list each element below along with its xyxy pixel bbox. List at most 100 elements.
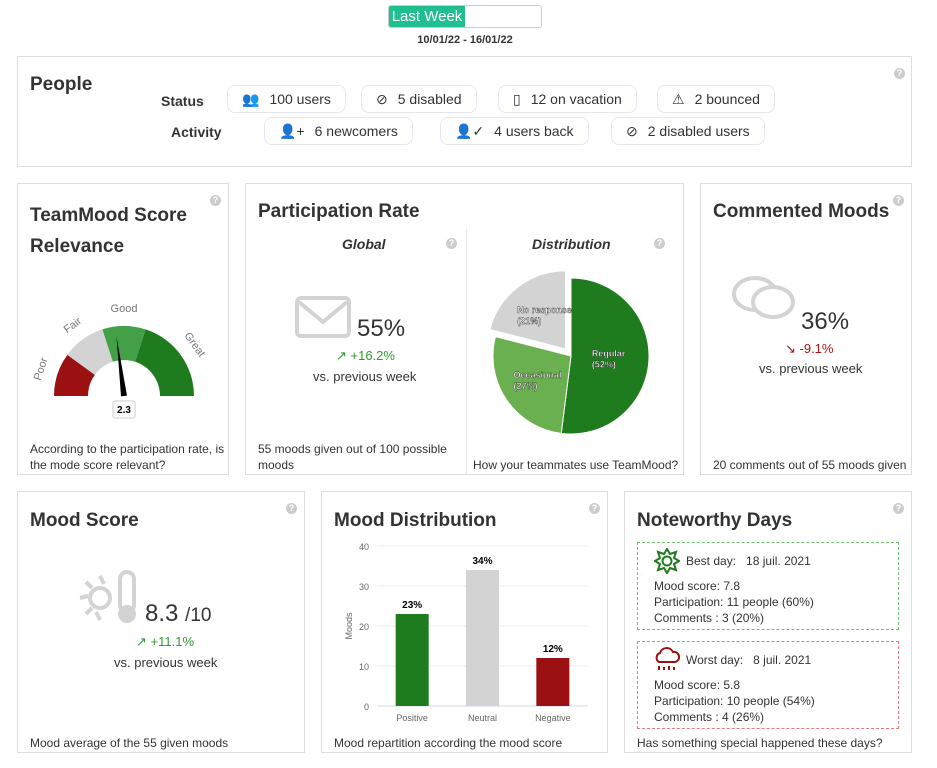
distribution-pie: Regular (52%) Occasional (27%) No response (2… xyxy=(489,270,650,435)
best-day-score: Mood score: 7.8 xyxy=(654,579,741,593)
best-day-details: Mood score: 7.8 Participation: 11 people… xyxy=(654,578,814,626)
best-day-heading: Best day: 18 juil. 2021 xyxy=(686,553,811,569)
y-tick-label: 0 xyxy=(364,702,369,712)
y-tick-label: 10 xyxy=(359,662,369,672)
gauge-band-great xyxy=(135,329,194,396)
y-tick-label: 20 xyxy=(359,622,369,632)
x-tick-label: Negative xyxy=(535,713,571,723)
best-day-comments: Comments : 3 (20%) xyxy=(654,611,765,625)
worst-day-participation: Participation: 10 people (54%) xyxy=(654,694,815,708)
period-toggle[interactable]: Last Week xyxy=(388,5,542,28)
chat-bubbles-icon xyxy=(732,276,795,319)
envelope-icon xyxy=(295,296,351,338)
users-icon: 👥 xyxy=(242,90,260,107)
rain-cloud-icon xyxy=(655,647,680,670)
commented-card: Commented Moods ? 36% ↘ -9.1% vs. previo… xyxy=(700,183,912,475)
bar-negative xyxy=(536,658,570,706)
commented-title: Commented Moods xyxy=(713,201,890,222)
pill-text: 4 users back xyxy=(494,123,574,139)
help-icon[interactable]: ? xyxy=(210,195,221,206)
mood-score-footer: Mood average of the 55 given moods xyxy=(30,736,229,750)
help-icon[interactable]: ? xyxy=(589,503,600,514)
user-disabled-icon: ⊘ xyxy=(376,90,388,107)
status-disabled[interactable]: ⊘ 5 disabled xyxy=(361,85,477,113)
mood-distribution-card: Mood Distribution ? 0 10 20 30 40 Moods 23% Pos… xyxy=(321,491,608,753)
activity-newcomers[interactable]: 👤+ 6 newcomers xyxy=(264,117,413,145)
bar-data-label: 12% xyxy=(543,644,563,655)
pill-text: 2 bounced xyxy=(694,91,760,107)
x-tick-label: Positive xyxy=(396,713,428,723)
pie-label: No response (21%) xyxy=(517,305,572,326)
mood-score-value: 8.3 /10 xyxy=(145,600,211,628)
gauge-band-poor xyxy=(54,354,95,396)
relevance-title: TeamMood Score Relevance xyxy=(30,205,187,257)
bar-neutral xyxy=(466,570,499,706)
participation-card: Participation Rate Global ? 55% ↗ +16.2%… xyxy=(245,183,684,475)
mood-score-title: Mood Score xyxy=(30,510,139,531)
global-footer: 55 moods given out of 100 possible moods xyxy=(258,442,447,472)
mood-score-vs: vs. previous week xyxy=(114,655,218,670)
sun-icon xyxy=(654,548,680,574)
noteworthy-title: Noteworthy Days xyxy=(637,510,793,531)
gauge-needle xyxy=(116,336,127,397)
help-icon[interactable]: ? xyxy=(286,503,297,514)
worst-day-details: Mood score: 5.8 Participation: 10 people… xyxy=(654,677,815,725)
help-icon[interactable]: ? xyxy=(654,238,665,249)
period-last-week[interactable]: Last Week xyxy=(389,6,465,27)
pill-text: 6 newcomers xyxy=(314,123,398,139)
mood-bar-chart: 0 10 20 30 40 Moods 23% Positive 34% Neutral 12% Ne… xyxy=(344,542,588,723)
gauge-label: Great xyxy=(181,330,207,359)
commented-delta: ↘ -9.1% xyxy=(785,341,833,357)
pie-label: Occasional (27%) xyxy=(514,370,562,391)
participation-value: 55% xyxy=(357,315,406,342)
weather-thermometer-icon xyxy=(79,570,136,623)
help-icon[interactable]: ? xyxy=(893,195,904,206)
score-value: 8.3 xyxy=(145,600,179,627)
commented-footer: 20 comments out of 55 moods given xyxy=(713,458,907,472)
divider xyxy=(466,229,467,474)
worst-day-date: 8 juil. 2021 xyxy=(753,653,812,667)
help-icon[interactable]: ? xyxy=(446,238,457,249)
mood-distribution-title: Mood Distribution xyxy=(334,510,497,531)
worst-day-comments: Comments : 4 (26%) xyxy=(654,710,765,724)
mood-distribution-footer: Mood repartition according the mood scor… xyxy=(334,736,563,750)
commented-vs: vs. previous week xyxy=(759,361,863,376)
pill-text: 12 on vacation xyxy=(530,91,622,107)
delta-text: -9.1% xyxy=(799,341,834,356)
best-day-date: 18 juil. 2021 xyxy=(746,554,811,568)
gauge-value-box xyxy=(112,400,136,419)
activity-label: Activity xyxy=(171,124,222,140)
status-bounced[interactable]: ⚠ 2 bounced xyxy=(657,85,775,113)
y-tick-label: 40 xyxy=(359,542,369,552)
best-day-box: Best day: 18 juil. 2021 Mood score: 7.8 … xyxy=(637,542,899,630)
participation-title: Participation Rate xyxy=(258,201,420,222)
help-icon[interactable]: ? xyxy=(893,503,904,514)
pie-slice-regular xyxy=(560,277,650,435)
user-check-icon: 👤✓ xyxy=(455,122,485,139)
gauge-label: Good xyxy=(111,303,138,315)
date-range: 10/01/22 - 16/01/22 xyxy=(417,34,513,46)
activity-users-back[interactable]: 👤✓ 4 users back xyxy=(440,117,589,145)
bar-data-label: 34% xyxy=(472,556,492,567)
worst-day-label: Worst day: xyxy=(686,653,744,667)
status-label: Status xyxy=(161,93,204,109)
user-disabled-icon: ⊘ xyxy=(626,122,638,139)
mood-score-card: Mood Score ? 8.3 /10 ↗ +11.1% vs. previo… xyxy=(17,491,305,753)
participation-vs: vs. previous week xyxy=(313,369,417,384)
participation-delta: ↗ +16.2% xyxy=(336,348,395,364)
gauge-band-good xyxy=(102,326,146,362)
x-tick-label: Neutral xyxy=(468,713,497,723)
status-users[interactable]: 👥 100 users xyxy=(227,85,346,113)
commented-value: 36% xyxy=(801,308,850,335)
relevance-gauge: Poor Fair Good Great 2.3 xyxy=(32,303,207,419)
help-icon[interactable]: ? xyxy=(894,68,905,79)
gauge-label: Fair xyxy=(62,315,85,336)
gauge-band-fair xyxy=(67,329,113,375)
pill-text: 100 users xyxy=(269,91,331,107)
worst-day-score: Mood score: 5.8 xyxy=(654,678,741,692)
status-vacation[interactable]: ▯ 12 on vacation xyxy=(498,85,637,113)
worst-day-box: Worst day: 8 juil. 2021 Mood score: 5.8 … xyxy=(637,641,899,729)
activity-disabled-users[interactable]: ⊘ 2 disabled users xyxy=(611,117,765,145)
score-max: /10 xyxy=(185,605,212,626)
warning-icon: ⚠ xyxy=(672,90,685,107)
